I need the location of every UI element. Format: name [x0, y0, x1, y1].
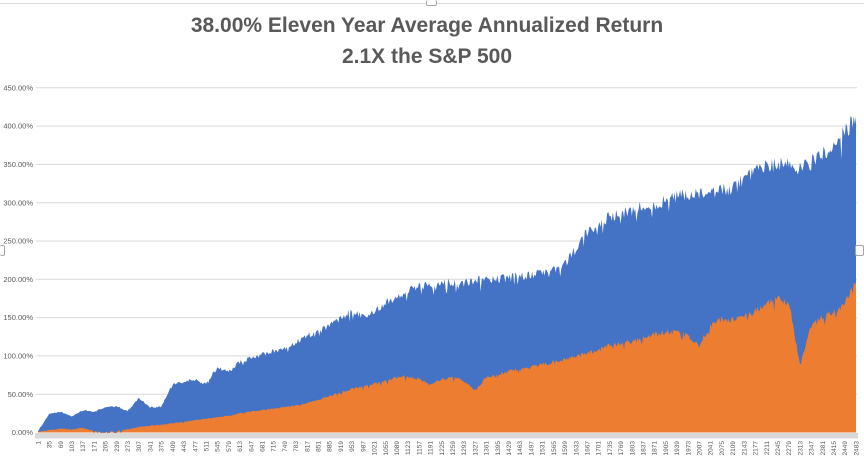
- svg-text:171: 171: [91, 441, 98, 452]
- svg-text:647: 647: [248, 441, 255, 452]
- svg-text:2449: 2449: [842, 441, 849, 456]
- chart-title-line-1: 38.00% Eleven Year Average Annualized Re…: [190, 14, 664, 37]
- x-axis-labels[interactable]: 1 35 69 103 137 171 205 239 273 307 341 375 409 443 47…: [35, 441, 860, 456]
- x-axis-band: [35, 433, 858, 439]
- svg-text:1871: 1871: [652, 441, 659, 456]
- svg-text:1735: 1735: [607, 441, 614, 456]
- svg-text:545: 545: [215, 441, 222, 452]
- svg-text:350.00%: 350.00%: [3, 160, 33, 169]
- svg-text:2279: 2279: [786, 441, 793, 456]
- svg-text:1497: 1497: [528, 441, 535, 456]
- svg-text:100.00%: 100.00%: [3, 352, 33, 361]
- svg-text:1395: 1395: [495, 441, 502, 456]
- svg-text:1293: 1293: [461, 441, 468, 456]
- svg-text:1565: 1565: [551, 441, 558, 456]
- chart-title-line-2: 2.1X the S&P 500: [341, 45, 513, 68]
- svg-text:1769: 1769: [618, 441, 625, 456]
- svg-text:2041: 2041: [708, 441, 715, 456]
- svg-text:103: 103: [69, 441, 76, 452]
- svg-text:2007: 2007: [697, 441, 704, 456]
- svg-text:1803: 1803: [629, 441, 636, 456]
- svg-text:1225: 1225: [439, 441, 446, 456]
- svg-text:69: 69: [58, 441, 65, 449]
- svg-text:409: 409: [170, 441, 177, 452]
- svg-text:1905: 1905: [663, 441, 670, 456]
- svg-text:851: 851: [316, 441, 323, 452]
- chart-title[interactable]: 38.00% Eleven Year Average Annualized Re…: [0, 10, 854, 72]
- svg-text:2109: 2109: [730, 441, 737, 456]
- svg-text:715: 715: [271, 441, 278, 452]
- svg-text:307: 307: [136, 441, 143, 452]
- svg-text:137: 137: [80, 441, 87, 452]
- svg-text:681: 681: [260, 441, 267, 452]
- svg-text:150.00%: 150.00%: [3, 313, 33, 322]
- svg-text:1973: 1973: [685, 441, 692, 456]
- svg-text:1701: 1701: [596, 441, 603, 456]
- y-axis-labels[interactable]: 0.00% 50.00% 100.00% 150.00% 200.00% 250.00% 3…: [3, 83, 33, 437]
- svg-text:1089: 1089: [394, 441, 401, 456]
- svg-text:2347: 2347: [809, 441, 816, 456]
- svg-text:1055: 1055: [383, 441, 390, 456]
- svg-text:1429: 1429: [506, 441, 513, 456]
- orange-area-series[interactable]: [38, 282, 856, 434]
- svg-text:783: 783: [293, 441, 300, 452]
- svg-text:2245: 2245: [775, 441, 782, 456]
- svg-text:341: 341: [147, 441, 154, 452]
- svg-text:2075: 2075: [719, 441, 726, 456]
- svg-text:273: 273: [125, 441, 132, 452]
- svg-text:1463: 1463: [517, 441, 524, 456]
- svg-text:0.00%: 0.00%: [12, 428, 34, 437]
- svg-text:1599: 1599: [562, 441, 569, 456]
- svg-text:2143: 2143: [741, 441, 748, 456]
- svg-text:1191: 1191: [428, 441, 435, 455]
- selection-handle-left-middle[interactable]: [0, 245, 5, 256]
- svg-text:1259: 1259: [450, 441, 457, 456]
- svg-text:1327: 1327: [472, 441, 479, 456]
- svg-text:477: 477: [192, 441, 199, 452]
- svg-text:2415: 2415: [831, 441, 838, 456]
- svg-text:579: 579: [226, 441, 233, 452]
- svg-text:987: 987: [360, 441, 367, 452]
- selection-handle-top-center[interactable]: [426, 0, 437, 6]
- svg-text:300.00%: 300.00%: [3, 198, 33, 207]
- svg-text:2483: 2483: [853, 441, 860, 456]
- svg-text:1837: 1837: [640, 441, 647, 456]
- svg-text:375: 375: [159, 441, 166, 452]
- svg-text:2313: 2313: [797, 441, 804, 456]
- svg-text:953: 953: [349, 441, 356, 452]
- svg-text:1939: 1939: [674, 441, 681, 456]
- svg-text:1531: 1531: [540, 441, 547, 456]
- svg-text:919: 919: [338, 441, 345, 452]
- svg-text:35: 35: [47, 441, 54, 449]
- svg-text:2177: 2177: [753, 441, 760, 456]
- svg-text:200.00%: 200.00%: [3, 275, 33, 284]
- svg-text:250.00%: 250.00%: [3, 237, 33, 246]
- svg-text:1157: 1157: [416, 441, 423, 455]
- selection-handle-right-middle[interactable]: [855, 245, 864, 256]
- svg-text:1667: 1667: [584, 441, 591, 456]
- svg-text:1: 1: [35, 441, 42, 445]
- svg-text:1633: 1633: [573, 441, 580, 456]
- svg-text:450.00%: 450.00%: [3, 83, 33, 92]
- svg-text:205: 205: [103, 441, 110, 452]
- svg-text:1361: 1361: [484, 441, 491, 456]
- svg-text:443: 443: [181, 441, 188, 452]
- svg-text:511: 511: [203, 441, 210, 452]
- svg-text:2381: 2381: [820, 441, 827, 456]
- svg-text:817: 817: [304, 441, 311, 452]
- svg-text:1021: 1021: [372, 441, 379, 456]
- svg-text:50.00%: 50.00%: [8, 390, 34, 399]
- svg-text:2211: 2211: [764, 441, 771, 455]
- svg-text:749: 749: [282, 441, 289, 452]
- svg-text:239: 239: [114, 441, 121, 452]
- svg-text:400.00%: 400.00%: [3, 122, 33, 131]
- svg-text:1123: 1123: [405, 441, 412, 455]
- svg-text:885: 885: [327, 441, 334, 452]
- svg-text:613: 613: [237, 441, 244, 452]
